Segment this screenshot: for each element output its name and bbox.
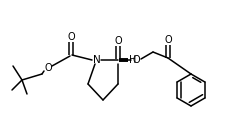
Text: O: O [114, 36, 122, 46]
Text: N: N [93, 55, 101, 65]
Text: O: O [164, 35, 172, 45]
Text: O: O [44, 63, 52, 73]
Text: H: H [129, 55, 137, 65]
Text: O: O [67, 32, 75, 42]
Text: O: O [132, 55, 140, 65]
